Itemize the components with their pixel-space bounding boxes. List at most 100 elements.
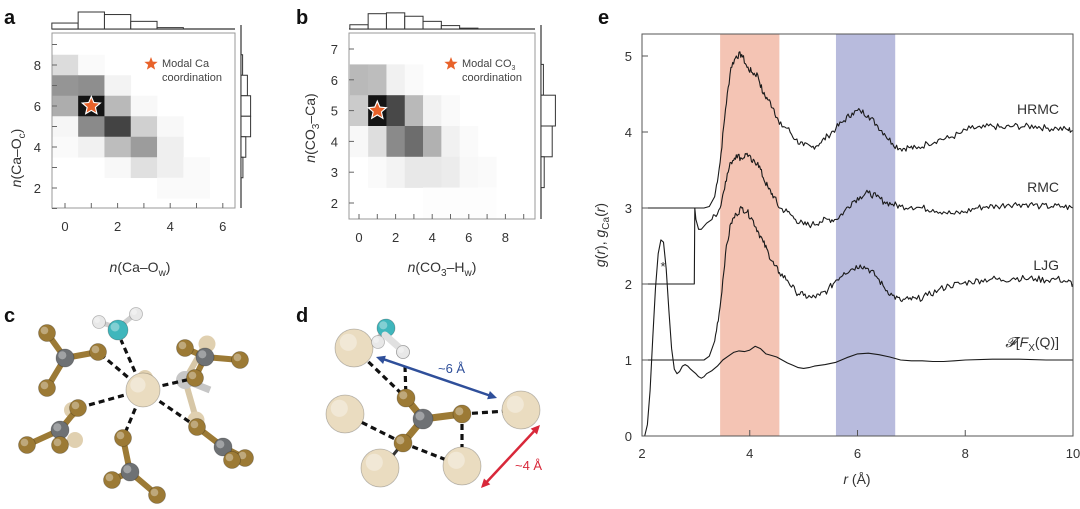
heatmap-cell (386, 95, 406, 127)
atom-highlight (150, 488, 159, 497)
atom-highlight (123, 465, 132, 474)
hist-bar (540, 125, 553, 158)
heatmap-cell (51, 75, 79, 97)
atom-highlight (373, 337, 379, 343)
coordination-bond (403, 365, 408, 399)
arrowhead (530, 425, 540, 435)
hist-bar (459, 27, 479, 30)
atom-sphere (214, 438, 232, 456)
heatmap-cell (349, 64, 369, 96)
heatmap-cell (368, 156, 387, 188)
hist-bar (385, 12, 406, 30)
oxygen-atom (38, 324, 56, 342)
atom-sphere (38, 379, 56, 397)
atom-sphere (236, 449, 254, 467)
hist-bar (103, 14, 132, 30)
atom-highlight (188, 371, 197, 380)
heatmap-cell (386, 64, 406, 96)
atom-highlight (339, 333, 357, 351)
arrow-6A-line (379, 356, 495, 399)
heatmap-cell (477, 156, 497, 188)
atom-outline (120, 462, 140, 482)
plot-frame (348, 32, 536, 220)
distance-label-6A: ~6 Å (438, 361, 465, 376)
carbon-atom (120, 462, 140, 482)
atom-sphere (335, 329, 373, 367)
atom-sphere (396, 345, 410, 359)
panel-label-d: d (296, 305, 308, 327)
hist-bar (540, 63, 544, 96)
hist-bar (240, 156, 244, 179)
x-axis-label: n(Ca–Ow) (110, 259, 171, 279)
atom-highlight (198, 350, 207, 359)
atom-highlight (398, 347, 404, 353)
atom-sphere (51, 421, 69, 439)
atom-outline (188, 418, 206, 436)
atom-outline (452, 404, 472, 424)
heatmap-cell (459, 156, 479, 188)
hydrogen-atom (371, 335, 385, 349)
hist-bar (240, 115, 252, 138)
tick-labels: 2 4 6 8 10 0 1 2 3 4 5 (625, 49, 1080, 461)
atom-highlight (94, 317, 100, 323)
heatmap-cell (130, 157, 158, 179)
hist-bar (77, 11, 105, 30)
atom-outline (396, 388, 416, 408)
atom-highlight (238, 451, 247, 460)
heatmap-cell (51, 54, 79, 76)
heatmap-cell (423, 156, 442, 188)
heatmap-cell (130, 95, 158, 117)
atom-sphere (38, 324, 56, 342)
panel-e-line-chart: 2 4 6 8 10 0 1 2 3 4 5 * HRMC RMC LJG 𝓕[FX(Q)] r (… (592, 33, 1080, 487)
atom-sphere (196, 348, 214, 366)
heatmap-cell (104, 75, 132, 97)
x-tick-label: 0 (61, 219, 68, 234)
atom-outline (195, 347, 215, 367)
atom-highlight (131, 309, 137, 315)
x-axis-label: n(CO3–Hw) (408, 259, 477, 279)
coordination-bond (119, 339, 145, 391)
heatmap-cells (349, 64, 497, 219)
atom-highlight (225, 453, 234, 462)
atom-outline (51, 436, 69, 454)
heatmap-cell (423, 126, 442, 158)
hist-bar (240, 54, 244, 76)
atom-highlight (399, 391, 408, 400)
atom-highlight (190, 420, 199, 429)
atom-highlight (40, 381, 49, 390)
atom-outline (213, 437, 233, 457)
atom-highlight (415, 411, 425, 421)
highlight-bands (720, 34, 896, 436)
heatmap-cell (423, 95, 442, 127)
heatmap-cell (459, 187, 479, 219)
legend: Modal CO3 coordination (444, 57, 522, 84)
y-tick-label: 2 (625, 277, 632, 292)
hydrogen-atom (396, 345, 410, 359)
calcium-atom (501, 390, 541, 430)
atom-highlight (116, 431, 125, 440)
atom-outline (501, 390, 541, 430)
x-axis-label: r (Å) (843, 471, 870, 487)
coordination-bond (142, 376, 196, 392)
atom-sphere (394, 434, 412, 452)
atom-outline (129, 307, 143, 321)
atom-outline (325, 394, 365, 434)
panel-label-e: e (598, 7, 609, 29)
atom-outline (148, 486, 166, 504)
atom-outline (107, 319, 129, 341)
atom-outline (223, 451, 241, 469)
heatmap-cell (349, 126, 369, 158)
heatmap-cell (404, 156, 424, 188)
oxygen-atom (148, 486, 166, 504)
water-oxygen-atom (376, 318, 396, 338)
x-tick-label: 8 (502, 230, 509, 245)
panel-label-b: b (296, 7, 308, 29)
legend-line-1: Modal CO3 (462, 58, 516, 72)
atom-sphere (148, 486, 166, 504)
atom-outline (55, 348, 75, 368)
atom-highlight (330, 399, 348, 417)
atom-highlight (71, 401, 80, 410)
heatmap-cell (368, 126, 387, 158)
atom-sphere (51, 436, 69, 454)
